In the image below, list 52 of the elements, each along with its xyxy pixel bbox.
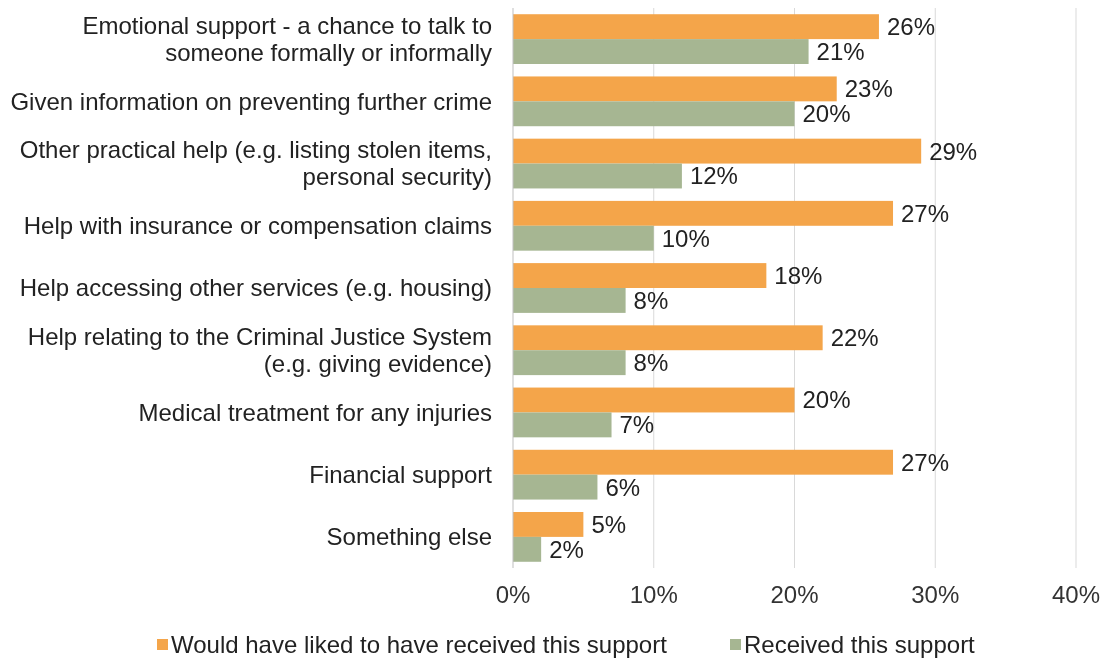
bar [513,138,922,164]
x-tick-label: 30% [911,581,960,608]
y-tick-label: Help relating to the Criminal Justice System (e.g. giving evidence) [27,323,492,378]
bar [513,14,879,40]
x-tick-label: 0% [495,581,531,608]
data-label: 26% [886,13,935,41]
y-tick-label: Help with insurance or compensation claims [23,212,492,240]
bar [513,263,767,288]
data-label: 2% [549,535,584,563]
bar [513,350,626,376]
data-label: 7% [619,411,655,439]
data-label: 6% [605,473,641,501]
data-label: 27% [901,199,950,227]
data-label: 20% [802,100,851,128]
data-label: 5% [591,510,627,538]
data-label: 10% [661,224,710,252]
data-label: 8% [633,349,669,377]
bar [513,39,809,64]
bar [513,225,654,251]
y-tick-label: Other practical help (e.g. listing stolen items, personal security) [19,136,492,191]
data-label: 27% [901,448,950,476]
bar [513,325,823,351]
y-tick-label: Medical treatment for any injuries [138,398,492,426]
x-tick-label: 40% [1051,581,1101,608]
y-tick-label: Financial support [309,461,493,489]
data-label: 8% [633,286,669,314]
y-tick-label: Something else [326,523,492,551]
data-label: 22% [830,324,879,352]
bar [513,512,584,537]
bar [513,76,837,102]
data-label: 18% [774,261,823,289]
data-label: 23% [844,75,893,103]
bar [513,474,598,500]
data-label: 12% [689,162,738,190]
data-label: 20% [802,386,851,414]
bar [513,163,682,189]
x-tick-label: 20% [770,581,819,608]
legend-label: Would have liked to have received this support [171,631,668,659]
y-tick-label: Given information on preventing further crime [10,87,492,115]
bar [513,387,795,413]
bar [513,449,894,475]
y-tick-label: Emotional support - a chance to talk to someone formally or informally [82,12,492,67]
bar [513,200,894,226]
x-tick-label: 10% [629,581,678,608]
data-label: 21% [816,37,865,65]
legend-label: Received this support [744,631,976,659]
bar [513,288,626,313]
bar [513,536,542,562]
bar [513,412,612,438]
data-label: 29% [929,137,978,165]
y-tick-label: Help accessing other services (e.g. housing) [19,274,492,302]
bar [513,101,795,127]
